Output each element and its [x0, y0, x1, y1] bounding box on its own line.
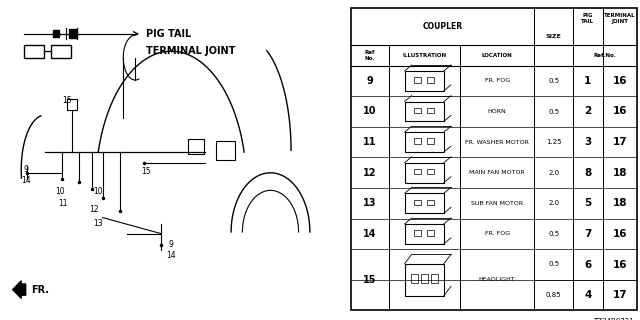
Bar [404, 71, 444, 91]
Text: 1.25: 1.25 [546, 139, 561, 145]
Text: 15: 15 [141, 167, 150, 176]
Text: 9: 9 [169, 240, 173, 249]
Bar [428, 138, 435, 144]
Text: 7: 7 [584, 229, 591, 239]
Text: Ref
No.: Ref No. [365, 50, 375, 60]
Bar [52, 30, 59, 37]
Text: 6: 6 [584, 260, 591, 269]
Bar [414, 169, 421, 174]
Bar [414, 200, 421, 205]
Text: PIG TAIL: PIG TAIL [145, 28, 191, 39]
Text: FR. WASHER MOTOR: FR. WASHER MOTOR [465, 140, 529, 145]
Text: MAIN FAN MOTOR: MAIN FAN MOTOR [469, 170, 525, 175]
Text: 14: 14 [363, 229, 377, 239]
Bar [431, 274, 438, 283]
Text: 16: 16 [612, 76, 627, 86]
Bar [51, 45, 71, 58]
Text: 0.85: 0.85 [546, 292, 561, 298]
Text: 18: 18 [612, 198, 627, 208]
Text: TZ34B0721: TZ34B0721 [593, 318, 634, 320]
Text: 13: 13 [363, 198, 377, 208]
Text: TERMINAL JOINT: TERMINAL JOINT [145, 46, 235, 56]
Text: ILLUSTRATION: ILLUSTRATION [402, 53, 446, 58]
Text: 15: 15 [62, 96, 72, 105]
Text: 16: 16 [612, 260, 627, 269]
Text: 9: 9 [367, 76, 373, 86]
Bar [404, 132, 444, 152]
Text: 11: 11 [59, 199, 68, 208]
Bar [216, 141, 234, 160]
Text: 0.5: 0.5 [548, 78, 559, 84]
Text: 1: 1 [584, 76, 591, 86]
Text: 0.5: 0.5 [548, 108, 559, 115]
Text: 9: 9 [23, 165, 28, 174]
Text: FR.: FR. [31, 284, 49, 295]
Bar [428, 77, 435, 83]
Text: SUB FAN MOTOR: SUB FAN MOTOR [471, 201, 524, 206]
Text: 5: 5 [584, 198, 591, 208]
Bar [420, 274, 428, 283]
Bar [67, 99, 77, 110]
Text: 11: 11 [363, 137, 377, 147]
Text: 8: 8 [584, 168, 591, 178]
Text: 2.0: 2.0 [548, 170, 559, 176]
Text: 2: 2 [584, 107, 591, 116]
Text: 15: 15 [363, 275, 377, 285]
Bar [428, 200, 435, 205]
Text: 18: 18 [612, 168, 627, 178]
Text: FR. FOG: FR. FOG [484, 78, 509, 84]
Text: 4: 4 [584, 290, 591, 300]
Bar [404, 264, 444, 296]
Bar [404, 163, 444, 183]
Text: 2.0: 2.0 [548, 200, 559, 206]
Text: HORN: HORN [488, 109, 506, 114]
Bar [404, 193, 444, 213]
Text: 13: 13 [93, 220, 102, 228]
Bar [24, 45, 44, 58]
Text: 0.5: 0.5 [548, 261, 559, 268]
Bar [414, 230, 421, 236]
Text: Ref.No.: Ref.No. [593, 53, 616, 58]
Bar [69, 29, 77, 38]
Text: 16: 16 [612, 229, 627, 239]
Text: FR. FOG: FR. FOG [484, 231, 509, 236]
Text: 10: 10 [55, 188, 65, 196]
Text: 10: 10 [363, 107, 377, 116]
Text: 0.5: 0.5 [548, 231, 559, 237]
Text: 17: 17 [612, 137, 627, 147]
Text: 10: 10 [93, 188, 102, 196]
Text: HEADLIGHT: HEADLIGHT [479, 277, 515, 282]
Bar [428, 230, 435, 236]
Bar [414, 77, 421, 83]
Text: 12: 12 [90, 205, 99, 214]
Bar [411, 274, 418, 283]
Text: 17: 17 [612, 290, 627, 300]
Bar [404, 101, 444, 122]
Text: 12: 12 [363, 168, 377, 178]
Bar [404, 224, 444, 244]
Text: 3: 3 [584, 137, 591, 147]
Text: 14: 14 [166, 252, 176, 260]
Bar [414, 138, 421, 144]
Text: TERMINAL
JOINT: TERMINAL JOINT [604, 13, 636, 24]
Bar [428, 108, 435, 113]
Bar [188, 139, 204, 154]
Text: 16: 16 [612, 107, 627, 116]
Bar [428, 169, 435, 174]
Text: LOCATION: LOCATION [482, 53, 513, 58]
Text: 14: 14 [21, 176, 31, 185]
Bar [414, 108, 421, 113]
Text: SIZE: SIZE [546, 34, 561, 39]
Text: COUPLER: COUPLER [423, 22, 463, 31]
FancyArrow shape [13, 281, 26, 298]
Text: PIG
TAIL: PIG TAIL [581, 13, 595, 24]
